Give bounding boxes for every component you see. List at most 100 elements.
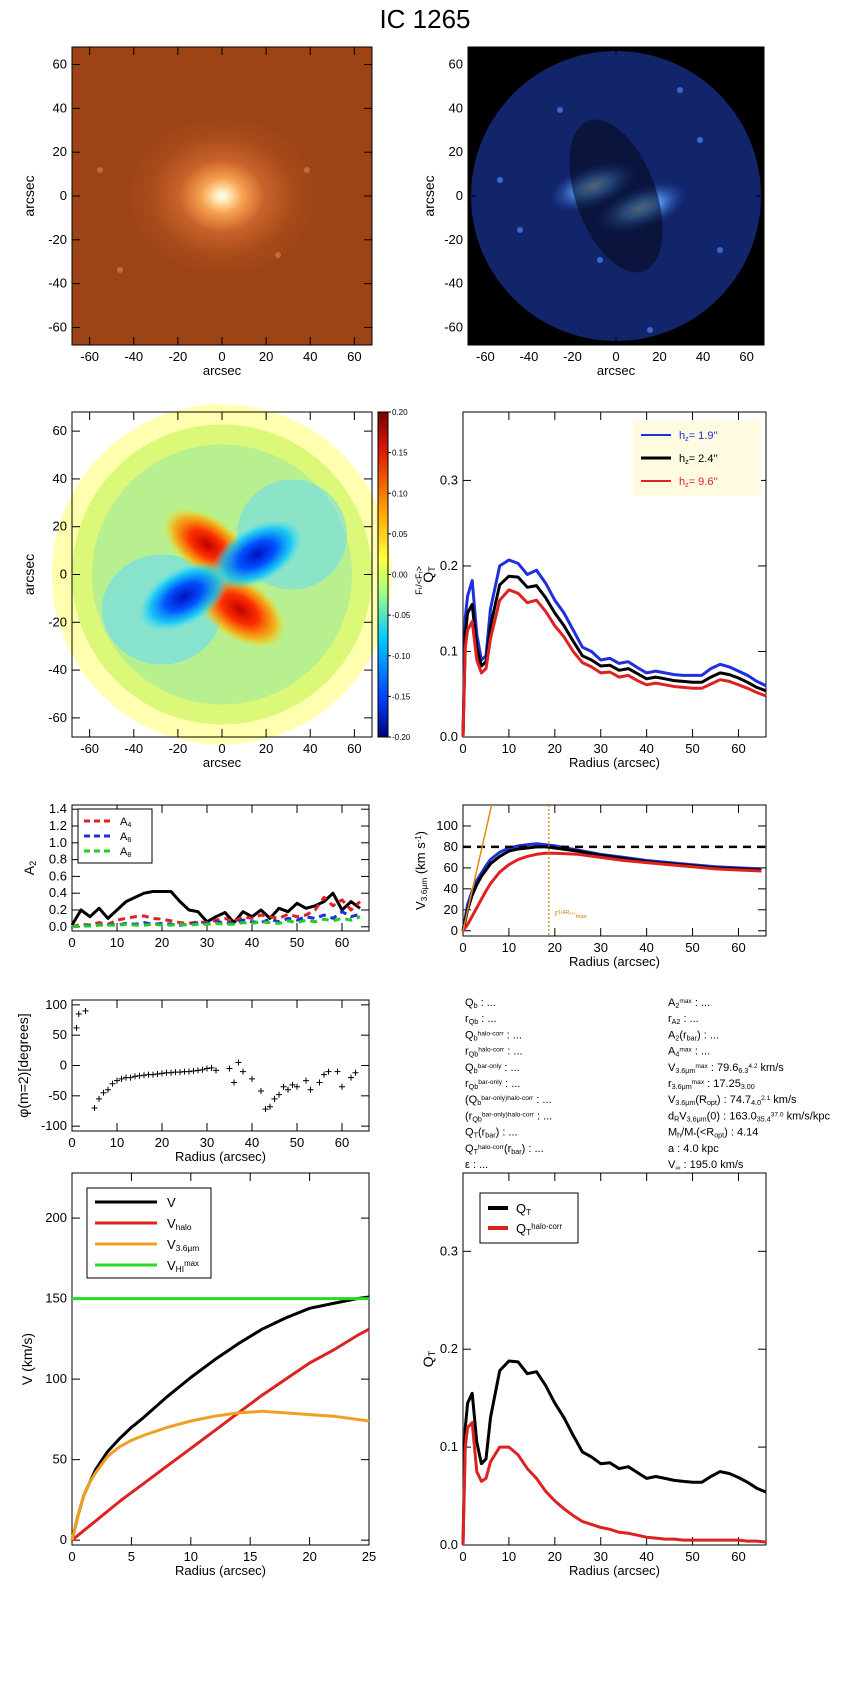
data-point [285, 1086, 291, 1093]
data-point [168, 1069, 174, 1076]
data-point [109, 1080, 116, 1087]
noise-blob [557, 107, 563, 113]
x-tick-label: 15 [243, 1549, 257, 1564]
data-point [289, 1081, 296, 1088]
legend-label: VHImax [167, 1258, 199, 1274]
x-tick-label: 60 [347, 741, 361, 756]
data-point [235, 1059, 242, 1066]
y-tick-label: 40 [53, 100, 67, 115]
colorbar-tick-label: 0.20 [392, 408, 408, 417]
x-tick-label: 20 [259, 349, 273, 364]
y-tick-label: 0 [451, 923, 458, 938]
plot-frame [462, 1172, 767, 1546]
y-tick-label: 50 [53, 1027, 67, 1042]
y-axis-label: A2 [21, 861, 38, 875]
axes-p10: 0 10 20 30 40 50 60 0.0 0.1 0.2 0.3 Radius (arcsec) [440, 1172, 767, 1578]
y-tick-label: 40 [449, 100, 463, 115]
data-point [276, 1091, 282, 1098]
plot-frame [462, 411, 767, 738]
x-tick-label: 60 [335, 935, 349, 950]
data-point [204, 1065, 210, 1072]
legend-label: hz= 2.4'' [679, 453, 718, 466]
x-tick-label: -60 [476, 349, 495, 364]
y-tick-label: 0 [60, 567, 67, 582]
x-axis-label: Radius (arcsec) [569, 755, 660, 770]
parameter-table: Qb : ... rQb : ... Qbhalo-corr : ... rQbhal… [465, 997, 830, 1172]
data-point [348, 1074, 354, 1081]
figure-title: IC 1265 [379, 4, 471, 34]
x-tick-label: 60 [731, 940, 745, 955]
x-tick-label: 40 [245, 1135, 259, 1150]
x-tick-label: 0 [612, 349, 619, 364]
x-tick-label: 60 [347, 349, 361, 364]
series-line [461, 574, 767, 738]
table-row: rQbbar-only : ... [465, 1078, 520, 1091]
y-tick-label: 100 [436, 818, 458, 833]
x-tick-label: 40 [639, 940, 653, 955]
x-axis-label: Radius (arcsec) [569, 1563, 660, 1578]
data-point [231, 1079, 237, 1086]
data-point [294, 1083, 300, 1090]
y-tick-label: 100 [45, 1371, 67, 1386]
axes-p1: -60 -40 -20 0 20 40 60 -60 -40 -20 0 20 40 60 arcsec [48, 46, 373, 378]
series-line [71, 915, 361, 929]
y-tick-label: 0.0 [440, 729, 458, 744]
blue-lobe [211, 519, 303, 590]
noise-blob [677, 87, 683, 93]
x-tick-label: 0 [459, 741, 466, 756]
data-point [82, 1007, 89, 1014]
table-row: a : 4.0 kpc [668, 1143, 719, 1155]
legend-label: hz= 1.9'' [679, 430, 718, 443]
y-tick-label: 0.4 [49, 885, 67, 900]
y-tick-label: -20 [48, 614, 67, 629]
y-tick-label: 0.8 [49, 852, 67, 867]
data-point [150, 1071, 156, 1078]
x-tick-label: 40 [639, 1549, 653, 1564]
data-point [105, 1086, 111, 1093]
x-tick-label: 20 [548, 741, 562, 756]
noise-blob [697, 137, 703, 143]
y-tick-label: -100 [41, 1118, 67, 1133]
x-tick-label: 10 [184, 1549, 198, 1564]
y-axis-label: V (km/s) [19, 1333, 35, 1385]
x-tick-label: 50 [290, 1135, 304, 1150]
data-point [154, 1070, 161, 1077]
x-tick-label: 10 [502, 940, 516, 955]
table-row: (rQbbar-only)halo-corr : ... [465, 1110, 552, 1123]
legend-box [77, 808, 153, 864]
y-tick-label: -40 [48, 276, 67, 291]
table-row: Mh/M*(<Ropt) : 4.14 [668, 1127, 758, 1140]
data-point [267, 1103, 273, 1110]
legend-box [479, 1192, 579, 1244]
legend-label: Vhalo [167, 1216, 192, 1232]
star-blob [304, 167, 310, 173]
x-axis-label: Radius (arcsec) [175, 1563, 266, 1578]
colorbar-tick-label: -0.15 [392, 692, 411, 701]
y-tick-label: 0.2 [49, 902, 67, 917]
table-row: QT(rbar) : ... [465, 1127, 518, 1140]
table-row: Qbhalo-corr : ... [465, 1029, 522, 1042]
data-point [280, 1083, 287, 1090]
y-tick-label: -50 [48, 1088, 67, 1103]
data-point [100, 1089, 107, 1096]
x-tick-label: 60 [731, 741, 745, 756]
y-tick-label: 150 [45, 1291, 67, 1306]
y-tick-label: 20 [53, 519, 67, 534]
x-tick-label: -60 [80, 349, 99, 364]
y-tick-label: 40 [444, 881, 458, 896]
y-tick-label: 60 [444, 860, 458, 875]
axes-p5: 0 10 20 30 40 50 60 0.0 0.2 0.4 0.60.8 1.0 1.2 1.4 [49, 801, 370, 950]
x-tick-label: 0 [218, 741, 225, 756]
star-blob [97, 167, 103, 173]
y-tick-label: 0 [60, 188, 67, 203]
x-tick-label: 30 [200, 935, 214, 950]
noise-blob [517, 227, 523, 233]
data-point [249, 1075, 255, 1082]
dark-lane [569, 119, 663, 273]
y-tick-label: 50 [53, 1452, 67, 1467]
table-row: QThalo-corr(rbar) : ... [465, 1143, 544, 1156]
series-line [71, 1327, 370, 1542]
data-point [240, 1068, 246, 1075]
x-tick-label: 40 [696, 349, 710, 364]
